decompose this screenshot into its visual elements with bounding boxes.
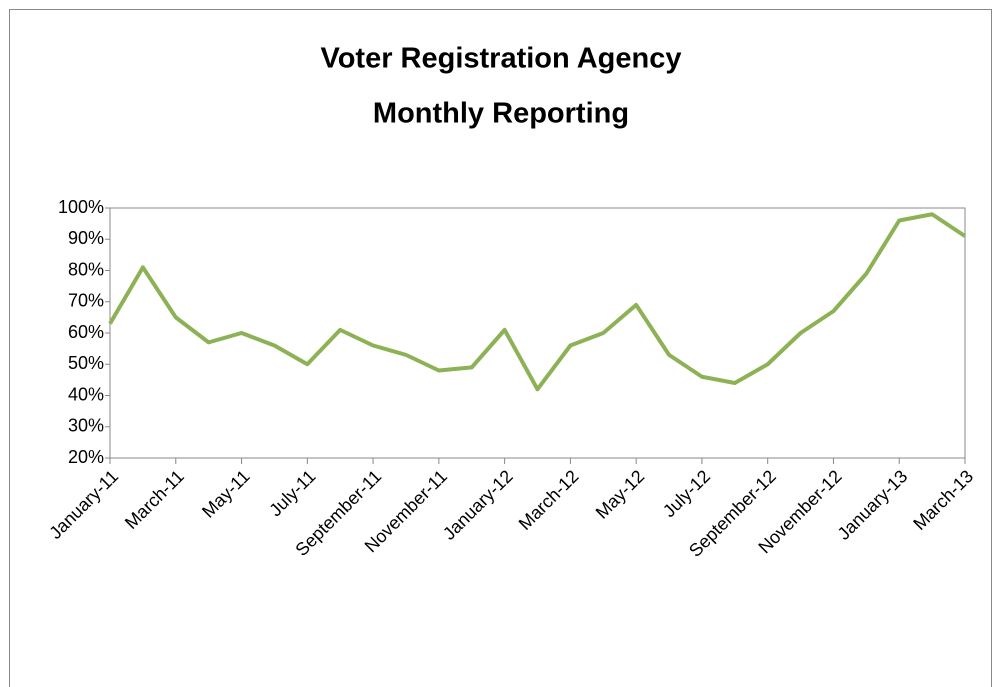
- x-tick-label: July-12: [659, 466, 714, 521]
- y-tick-label: 50%: [68, 353, 104, 373]
- x-tick-label: January-13: [834, 466, 912, 544]
- y-tick-label: 70%: [68, 291, 104, 311]
- y-tick-label: 20%: [68, 447, 104, 467]
- y-tick-label: 80%: [68, 259, 104, 279]
- x-tick-label: March-11: [121, 466, 188, 533]
- x-tick-label: May-11: [198, 466, 254, 522]
- y-tick-label: 60%: [68, 322, 104, 342]
- y-tick-label: 40%: [68, 384, 104, 404]
- y-tick-label: 30%: [68, 416, 104, 436]
- x-tick-label: May-12: [592, 466, 649, 523]
- chart-title: Monthly Reporting: [373, 98, 629, 130]
- y-tick-label: 90%: [68, 228, 104, 248]
- x-tick-label: March-12: [515, 466, 583, 534]
- x-tick-label: January-12: [439, 466, 517, 544]
- y-tick-label: 100%: [58, 197, 104, 217]
- x-tick-label: March-13: [909, 466, 977, 534]
- line: [108, 212, 967, 392]
- x-tick-label: July-11: [265, 466, 319, 520]
- chart-title: Voter Registration Agency: [321, 43, 682, 75]
- x-tick-label: January-11: [45, 466, 122, 543]
